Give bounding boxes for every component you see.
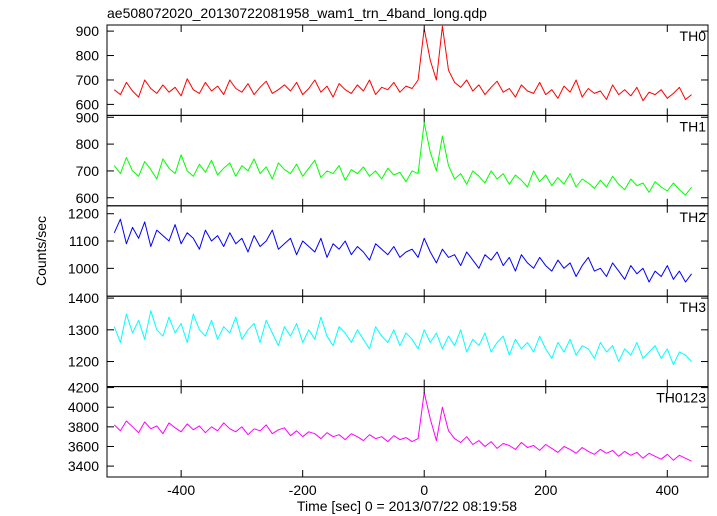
data-line	[113, 122, 692, 196]
chart-title: ae508072020_20130722081958_wam1_trn_4ban…	[107, 5, 487, 21]
y-tick-label: 4200	[68, 380, 99, 396]
x-tick-label: 200	[534, 482, 558, 498]
y-tick-label: 3400	[68, 458, 99, 474]
y-tick-label: 900	[76, 23, 100, 39]
panel-frame	[106, 24, 709, 116]
panel-label: TH1	[680, 118, 707, 134]
data-line	[113, 25, 692, 102]
data-line	[113, 392, 692, 462]
panel-label: TH0123	[656, 390, 706, 406]
x-tick-label: 0	[420, 482, 428, 498]
y-tick-label: 1400	[68, 290, 99, 306]
x-tick-label: -400	[167, 482, 195, 498]
y-tick-label: 600	[76, 190, 100, 206]
y-tick-label: 900	[76, 109, 100, 125]
y-axis-label: Counts/sec	[33, 216, 49, 286]
x-axis-label: Time [sec] 0 = 2013/07/22 08:19:58	[297, 498, 517, 514]
panel-frame	[106, 114, 709, 207]
y-tick-label: 700	[76, 163, 100, 179]
y-tick-label: 3800	[68, 419, 99, 435]
y-tick-label: 4000	[68, 399, 99, 415]
y-tick-label: 1300	[68, 322, 99, 338]
x-tick-label: -200	[289, 482, 317, 498]
panel-label: TH0	[680, 28, 707, 44]
y-tick-label: 600	[76, 96, 100, 112]
y-tick-label: 1000	[68, 260, 99, 276]
panel-frame	[106, 295, 709, 388]
panel-frame	[106, 386, 709, 478]
panel-label: TH3	[680, 299, 707, 315]
panel-label: TH2	[680, 209, 707, 225]
y-tick-label: 1100	[69, 233, 99, 249]
x-tick-label: 400	[656, 482, 680, 498]
y-tick-label: 1200	[68, 206, 99, 222]
y-tick-label: 3600	[68, 438, 99, 454]
y-tick-label: 800	[76, 48, 100, 64]
data-line	[113, 218, 693, 283]
y-tick-label: 1200	[68, 354, 99, 370]
data-line	[113, 310, 692, 366]
y-tick-label: 800	[76, 136, 100, 152]
y-tick-label: 700	[76, 72, 100, 88]
